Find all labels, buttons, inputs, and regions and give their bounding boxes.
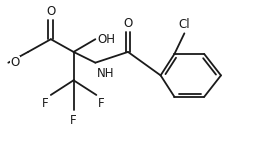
Text: NH: NH [97, 67, 115, 80]
Text: F: F [98, 97, 105, 110]
Text: F: F [70, 113, 77, 126]
Text: O: O [46, 5, 55, 18]
Text: O: O [123, 17, 133, 30]
Text: Cl: Cl [179, 18, 190, 31]
Text: OH: OH [97, 33, 115, 46]
Text: O: O [10, 56, 20, 69]
Text: F: F [42, 97, 49, 110]
